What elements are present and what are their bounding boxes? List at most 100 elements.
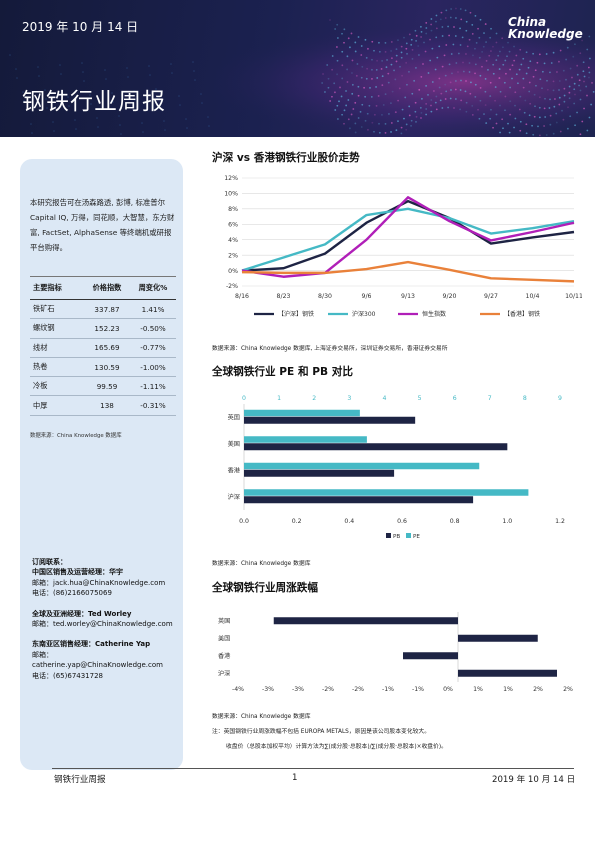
table-header: 主要指标 <box>30 276 84 300</box>
sidebar-panel: 本研究报告可在汤森路透, 彭博, 标准普尔 Capital IQ, 万得，同花顺… <box>20 159 183 770</box>
table-cell: -1.11% <box>130 376 176 397</box>
x-tick-label: 9/13 <box>401 293 415 300</box>
chart3-source: 数据来源：China Knowledge 数据库 <box>212 714 311 720</box>
y-tick-label: -2% <box>226 283 238 290</box>
change-bar <box>458 634 538 642</box>
table-cell: 热卷 <box>30 357 84 378</box>
top-axis-tick-label: 9 <box>558 395 562 402</box>
x-tick-label: -3% <box>262 686 274 693</box>
top-axis-tick-label: 1 <box>277 395 281 402</box>
bottom-axis-tick-label: 0.0 <box>239 518 249 525</box>
y-tick-label: 6% <box>228 221 238 228</box>
brand-line1: China <box>508 15 547 29</box>
legend-label: 【香港】钢铁 <box>504 310 540 318</box>
table-cell: -0.77% <box>130 338 176 358</box>
table-cell: 1.41% <box>130 299 176 320</box>
table-cell: 138 <box>84 395 130 416</box>
x-tick-label: -4% <box>232 686 244 693</box>
contact-sea-title: 东南亚区销售经理：Catherine Yap <box>32 640 151 649</box>
header-banner: 2019 年 10 月 14 日 China Knowledge 钢铁行业周报 <box>0 0 595 137</box>
x-tick-label: 1% <box>473 686 483 693</box>
footer-page-number: 1 <box>292 773 298 783</box>
legend-swatch <box>406 533 411 538</box>
top-axis-tick-label: 7 <box>488 395 492 402</box>
change-bar <box>273 617 458 625</box>
y-tick-label: 2% <box>228 252 238 259</box>
x-tick-label: 8/16 <box>235 293 249 300</box>
table-row: 螺纹钢 152.23 -0.50% <box>30 318 176 339</box>
table-cell: 中厚 <box>30 395 84 416</box>
table-header: 价格指数 <box>84 276 130 300</box>
table-row: 热卷 130.59 -1.00% <box>30 357 176 378</box>
table-cell: 线材 <box>30 338 84 358</box>
category-label: 香港 <box>228 466 241 474</box>
contact-china-email[interactable]: 邮箱：jack.hua@ChinaKnowledge.com <box>32 578 166 587</box>
banner-date: 2019 年 10 月 14 日 <box>22 20 139 34</box>
series-line <box>241 196 575 278</box>
table-cell: 铁矿石 <box>30 299 84 320</box>
x-tick-label: -2% <box>322 686 334 693</box>
table-source-note: 数据来源：China Knowledge 数据库 <box>30 433 122 439</box>
chart2-title: 全球钢铁行业 PE 和 PB 对比 <box>212 366 353 378</box>
top-axis-tick-label: 0 <box>242 395 246 402</box>
top-axis-tick-label: 2 <box>312 395 316 402</box>
table-cell: 165.69 <box>84 338 130 358</box>
x-tick-label: 10/4 <box>526 293 540 300</box>
footer-divider <box>52 768 574 769</box>
table-header-row: 主要指标 价格指数 周变化% <box>30 276 176 300</box>
pe-bar <box>244 409 360 417</box>
pe-bar <box>244 436 367 443</box>
category-label: 沪深 <box>228 493 240 501</box>
bottom-axis-tick-label: 0.4 <box>344 518 354 525</box>
pb-bar <box>244 496 474 504</box>
x-tick-label: -1% <box>382 686 394 693</box>
top-axis-tick-label: 3 <box>347 395 351 402</box>
bottom-axis-tick-label: 1.2 <box>555 518 565 525</box>
chart3-title: 全球钢铁行业周涨跌幅 <box>212 582 318 594</box>
top-axis-tick-label: 6 <box>453 395 457 402</box>
price-index-table: 主要指标 价格指数 周变化% 铁矿石 337.87 1.41% 螺纹钢 152.… <box>30 276 176 416</box>
report-title: 钢铁行业周报 <box>22 89 166 115</box>
pb-bar <box>244 416 416 424</box>
contact-china-title: 中国区销售及运营经理：华宇 <box>32 568 123 577</box>
contact-china-phone: 电话：(86)2166075069 <box>32 589 112 598</box>
contact-global-title: 全球及亚洲经理：Ted Worley <box>32 609 132 618</box>
category-label: 香港 <box>218 652 231 660</box>
table-cell: -0.31% <box>130 395 176 416</box>
contact-block: 订阅联系： 中国区销售及运营经理：华宇 邮箱：jack.hua@ChinaKno… <box>32 557 182 681</box>
x-tick-label: 9/6 <box>362 293 372 300</box>
bottom-axis-tick-label: 1.0 <box>502 518 512 525</box>
table-cell: 130.59 <box>84 357 130 378</box>
category-label: 英国 <box>228 413 240 421</box>
pe-bar <box>244 462 480 470</box>
table-cell: 螺纹钢 <box>30 318 84 339</box>
y-tick-label: 8% <box>228 206 238 213</box>
legend-label: PE <box>413 534 420 540</box>
contact-heading: 订阅联系： <box>32 558 67 566</box>
bottom-axis-tick-label: 0.8 <box>450 518 460 525</box>
y-tick-label: 0% <box>228 268 238 275</box>
brand-logo: China Knowledge <box>508 16 583 40</box>
banner-wave-graphic <box>0 0 595 137</box>
x-tick-label: 2% <box>563 686 573 693</box>
y-tick-label: 12% <box>224 175 238 182</box>
change-bar <box>458 669 557 677</box>
legend-label: PB <box>393 534 400 540</box>
table-header: 周变化% <box>130 276 176 300</box>
category-label: 沪深 <box>218 669 230 677</box>
category-label: 美国 <box>228 440 240 448</box>
category-label: 英国 <box>218 617 230 625</box>
table-row: 冷板 99.59 -1.11% <box>30 376 176 397</box>
table-cell: 152.23 <box>84 318 130 339</box>
contact-sea-phone: 电话：(65)67431728 <box>32 671 103 680</box>
top-axis-tick-label: 5 <box>418 395 422 402</box>
top-axis-tick-label: 8 <box>523 395 527 402</box>
table-cell: -0.50% <box>130 318 176 339</box>
x-tick-label: 1% <box>503 686 513 693</box>
pb-bar <box>244 443 508 451</box>
contact-sea-email[interactable]: 邮箱：catherine.yap@ChinaKnowledge.com <box>32 650 163 670</box>
contact-global-email[interactable]: 邮箱：ted.worley@ChinaKnowledge.com <box>32 620 173 629</box>
series-line <box>241 260 575 283</box>
formula-note: 收盘价（总股本加权平均）计算方法为∑(成分股·总股本)/∑(成分股·总股本)×收… <box>226 744 447 750</box>
